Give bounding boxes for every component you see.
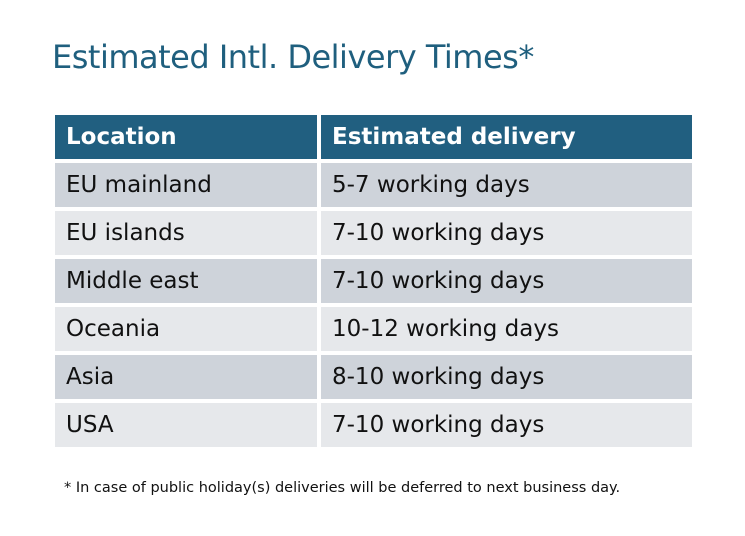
page-title: Estimated Intl. Delivery Times* bbox=[52, 38, 534, 76]
delivery-cell: 8-10 working days bbox=[321, 355, 692, 399]
table-row: Middle east 7-10 working days bbox=[55, 259, 692, 303]
delivery-cell: 10-12 working days bbox=[321, 307, 692, 351]
table-row: USA 7-10 working days bbox=[55, 403, 692, 447]
location-cell: Oceania bbox=[55, 307, 317, 351]
column-header-location: Location bbox=[55, 115, 317, 159]
column-header-estimated-delivery: Estimated delivery bbox=[321, 115, 692, 159]
location-cell: EU islands bbox=[55, 211, 317, 255]
table-header-row: Location Estimated delivery bbox=[55, 115, 692, 159]
table-row: EU mainland 5-7 working days bbox=[55, 163, 692, 207]
table-row: Asia 8-10 working days bbox=[55, 355, 692, 399]
delivery-cell: 5-7 working days bbox=[321, 163, 692, 207]
delivery-cell: 7-10 working days bbox=[321, 403, 692, 447]
table-row: EU islands 7-10 working days bbox=[55, 211, 692, 255]
footnote: * In case of public holiday(s) deliverie… bbox=[64, 480, 621, 496]
delivery-times-table: Location Estimated delivery EU mainland 5… bbox=[51, 111, 696, 451]
table-row: Oceania 10-12 working days bbox=[55, 307, 692, 351]
location-cell: Asia bbox=[55, 355, 317, 399]
delivery-cell: 7-10 working days bbox=[321, 211, 692, 255]
location-cell: USA bbox=[55, 403, 317, 447]
location-cell: Middle east bbox=[55, 259, 317, 303]
location-cell: EU mainland bbox=[55, 163, 317, 207]
delivery-cell: 7-10 working days bbox=[321, 259, 692, 303]
